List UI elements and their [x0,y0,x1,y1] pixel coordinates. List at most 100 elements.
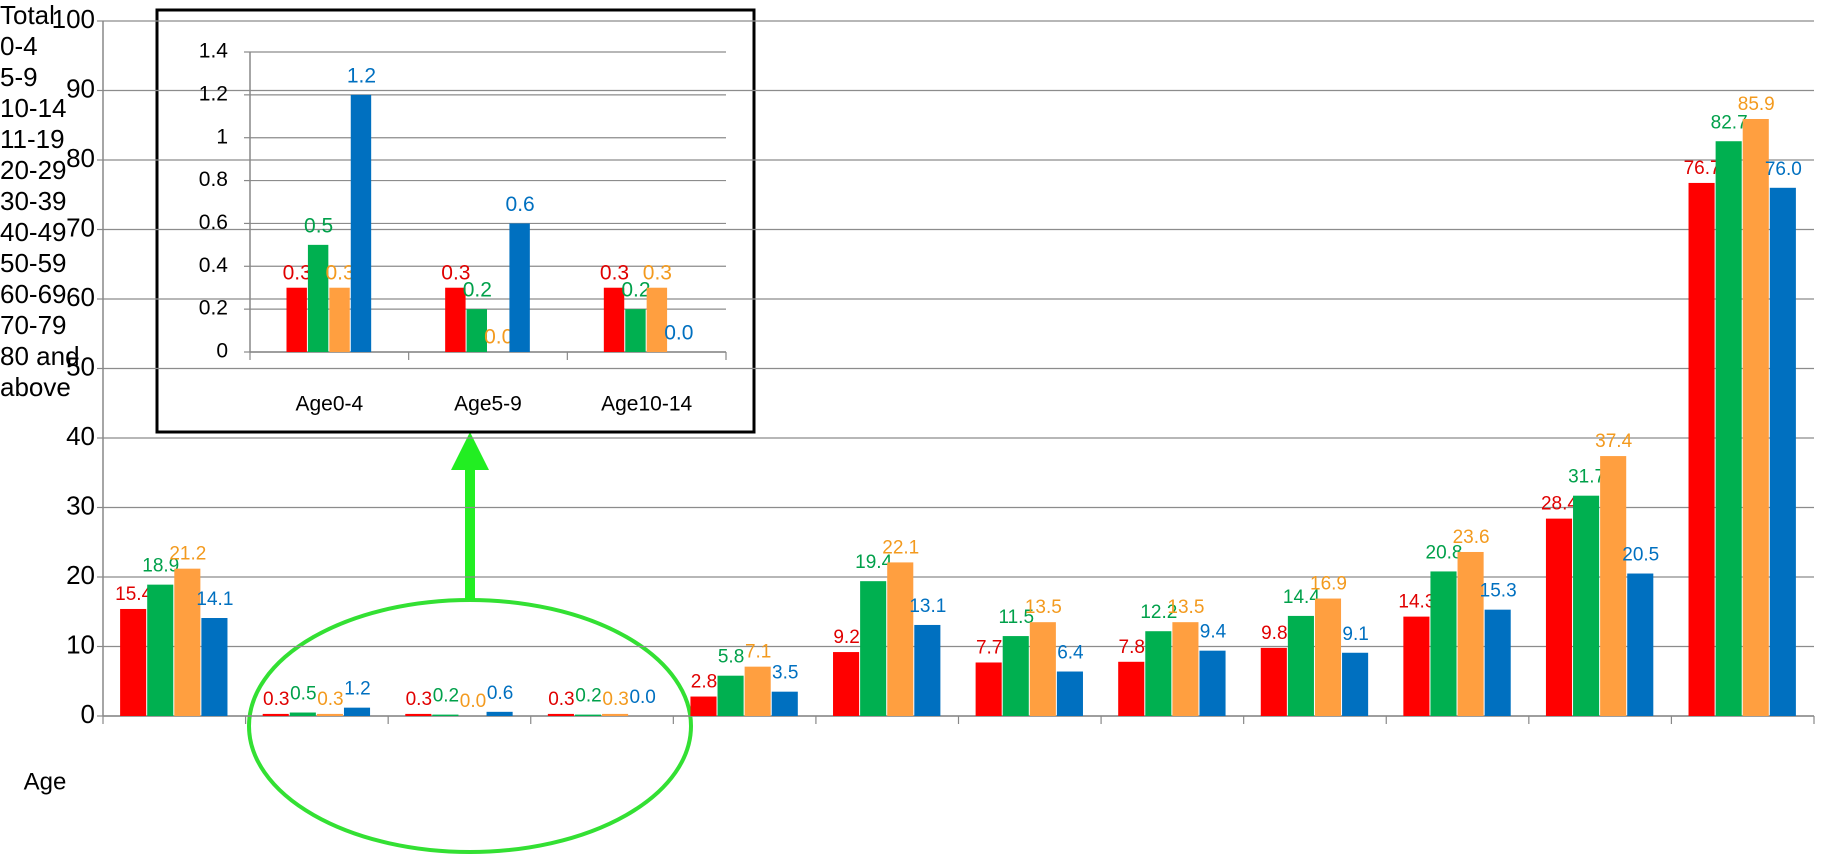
y-tick-label: 70 [66,212,95,242]
value-label: 37.4 [1595,431,1632,452]
value-label: 20.5 [1622,545,1659,566]
y-tick-label: 40 [66,421,95,451]
value-label: 0.6 [506,193,535,216]
y-tick-label: 80 [66,143,95,173]
value-label: 0.5 [304,214,333,237]
value-label: 1.2 [344,679,370,700]
bar [574,714,602,716]
value-label: 31.7 [1568,467,1605,488]
x-tick-label: 50-59 [0,248,67,278]
value-label: 22.1 [882,537,919,558]
bar [914,624,941,716]
value-label: 9.8 [1261,623,1287,644]
y-tick-label: 0.8 [199,168,228,191]
y-tick-label: 20 [66,560,95,590]
bar [1118,661,1145,716]
value-label: 0.3 [406,689,432,710]
y-tick-label: 1 [216,125,228,148]
value-label: 21.2 [169,544,206,565]
bar [1688,182,1715,716]
x-tick-label: 70-79 [0,310,67,340]
bar [343,707,371,716]
value-label: 0.3 [263,689,289,710]
value-label: 6.4 [1057,643,1084,664]
value-label: 2.8 [691,672,717,693]
bar [286,287,307,352]
x-tick-label: 60-69 [0,279,67,309]
y-tick-label: 90 [66,73,95,103]
value-label: 9.4 [1200,622,1227,643]
y-tick-label: 10 [66,629,95,659]
bar [405,713,432,716]
value-label: 7.8 [1119,637,1145,658]
value-label: 18.9 [142,556,179,577]
bar [1742,118,1769,717]
bar [1029,622,1056,716]
bar [432,714,459,716]
y-tick-label: 1.4 [199,40,229,63]
value-label: 0.3 [602,689,628,710]
value-label: 11.5 [998,607,1034,628]
value-label: 0.3 [548,689,574,710]
bar [1172,622,1199,716]
bar [1769,187,1796,717]
bar [289,712,316,716]
value-label: 85.9 [1738,94,1775,115]
bar [1145,631,1172,716]
x-tick-label: Age5-9 [454,393,522,416]
y-tick-label: 0.4 [199,254,229,277]
x-tick-label: Age0-4 [295,393,363,416]
y-tick-label: 0 [216,340,228,363]
bar [1314,598,1342,716]
y-tick-label: 60 [66,282,95,312]
bar [744,666,771,716]
value-label: 82.7 [1711,112,1748,133]
bar [1484,609,1511,716]
value-label: 23.6 [1453,527,1490,548]
bar [1715,141,1742,717]
y-tick-label: 50 [66,351,95,381]
value-label: 76.7 [1684,158,1721,179]
x-tick-label: 20-29 [0,155,67,185]
value-label: 7.7 [976,638,1002,659]
value-label: 0.3 [441,261,470,284]
value-label: 0.3 [317,689,343,710]
bar [690,696,717,716]
value-label: 16.9 [1310,574,1347,595]
bar [771,691,798,716]
value-label: 76.0 [1765,159,1802,180]
x-tick-label: 5-9 [0,62,38,92]
value-label: 0.2 [433,686,459,707]
bar [1260,647,1287,716]
bar [1430,571,1457,716]
bar [174,568,201,716]
inset-frame [155,8,756,434]
y-tick-label: 30 [66,490,95,520]
bar [1600,456,1627,716]
value-label: 20.8 [1426,542,1463,563]
value-label: 19.4 [855,552,892,573]
bar [1199,650,1226,716]
bar [1403,616,1430,716]
bar [1342,652,1369,716]
bar [717,675,744,716]
value-label: 9.2 [833,627,859,648]
bar [201,618,228,716]
value-label: 0.2 [621,279,650,302]
bar [147,584,174,716]
value-label: 14.1 [196,589,233,610]
y-tick-label: 100 [52,4,95,34]
y-tick-label: 1.2 [199,82,228,105]
value-label: 13.5 [1025,597,1062,618]
x-tick-label: 10-14 [0,93,67,123]
bar [602,713,629,716]
x-tick-label: 0-4 [0,31,38,61]
x-tick-label: 80 and above [0,341,80,402]
bar [860,581,887,716]
value-label: 7.1 [745,642,771,663]
y-tick-label: 0.6 [199,211,228,234]
bar [1627,573,1654,716]
bar [1056,671,1083,716]
value-label: 15.4 [115,584,152,605]
